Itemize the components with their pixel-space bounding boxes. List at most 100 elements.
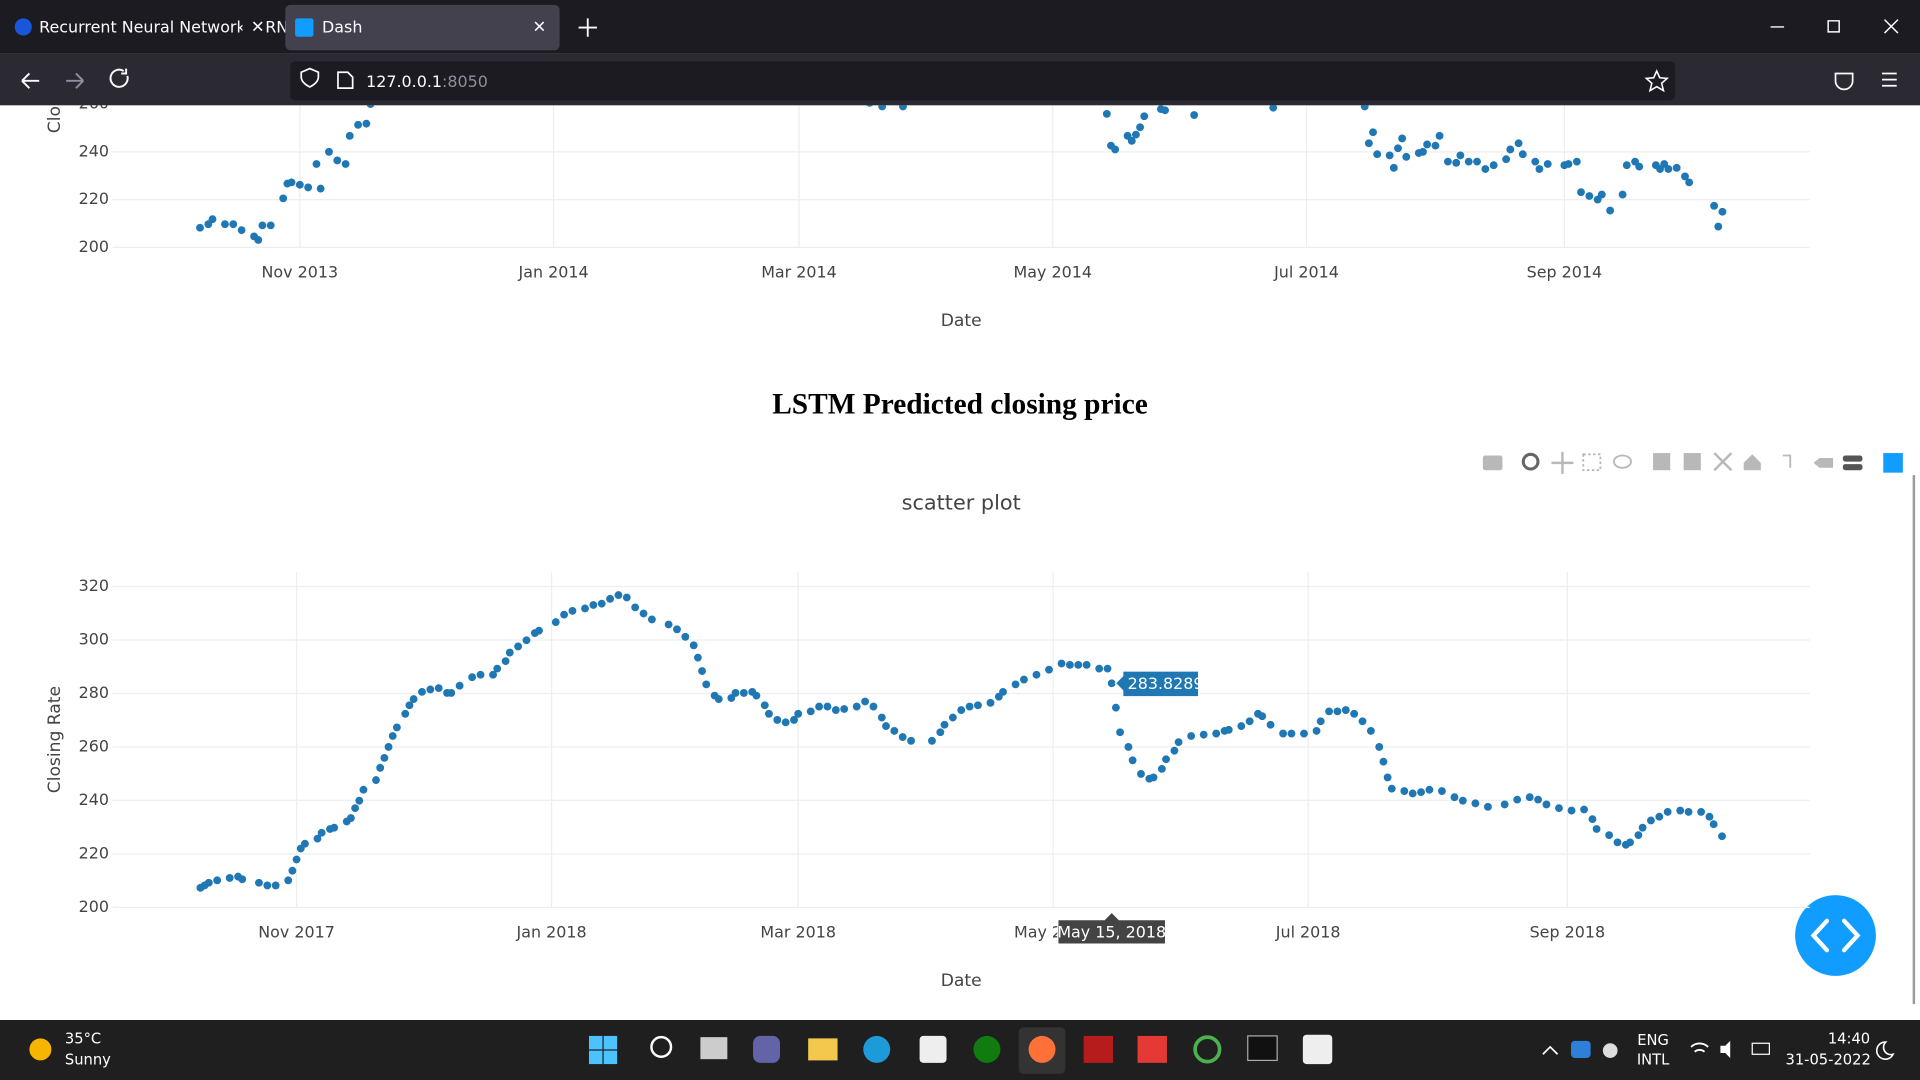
- data-point: [301, 839, 309, 848]
- xbox-app[interactable]: [973, 1035, 1001, 1063]
- firefox-app[interactable]: [1028, 1035, 1056, 1063]
- app-icon[interactable]: [1193, 1035, 1222, 1064]
- data-point: [333, 156, 342, 165]
- data-point: [1681, 172, 1689, 181]
- volume-icon[interactable]: [1720, 1040, 1731, 1058]
- data-point: [288, 866, 297, 875]
- menu-button[interactable]: [1882, 72, 1897, 87]
- weather-icon[interactable]: [29, 1038, 52, 1061]
- battery-icon[interactable]: [1751, 1042, 1770, 1055]
- hover-compare-icon[interactable]: [1842, 464, 1863, 471]
- reset-icon[interactable]: [1743, 454, 1761, 471]
- clock-date[interactable]: 31-05-2022: [1785, 1051, 1870, 1068]
- terminal-app[interactable]: [1247, 1035, 1278, 1062]
- data-point: [948, 713, 957, 722]
- data-point: [1502, 155, 1511, 164]
- search-button[interactable]: [650, 1035, 673, 1058]
- data-point: [1535, 165, 1544, 173]
- forward-button[interactable]: [66, 72, 84, 89]
- start-button[interactable]: [588, 1050, 603, 1065]
- data-point: [330, 823, 339, 832]
- chat-app[interactable]: [753, 1035, 780, 1063]
- keyboard-layout[interactable]: INTL: [1637, 1051, 1670, 1068]
- data-point: [689, 641, 698, 650]
- url-bar[interactable]: [290, 61, 1676, 101]
- data-point: [1464, 157, 1473, 166]
- y-tick-label: 200: [79, 237, 109, 256]
- data-point: [401, 709, 410, 718]
- language[interactable]: ENG: [1637, 1032, 1669, 1049]
- data-point: [1718, 832, 1726, 841]
- data-point: [731, 689, 740, 697]
- data-point: [1481, 165, 1490, 173]
- page-icon[interactable]: [337, 71, 354, 90]
- pan-icon[interactable]: [1551, 451, 1574, 474]
- wps-app[interactable]: [1137, 1035, 1167, 1063]
- camera-icon[interactable]: [1482, 455, 1503, 471]
- zoom-in-icon[interactable]: [1653, 453, 1671, 471]
- focus-icon[interactable]: [1875, 1041, 1895, 1060]
- active-tab[interactable]: [285, 4, 560, 51]
- page-content: LSTM Predicted closing price Nov 2013 Jan…: [45, 105, 1916, 1005]
- data-point: [1111, 703, 1120, 712]
- bookmark-star[interactable]: [1644, 69, 1670, 93]
- data-point: [221, 220, 229, 229]
- data-point: [388, 732, 397, 740]
- debug-button[interactable]: [1795, 895, 1876, 976]
- spike-icon[interactable]: [1782, 454, 1792, 468]
- data-point: [434, 684, 443, 693]
- window-controls[interactable]: [1770, 19, 1899, 34]
- zoom-out-icon[interactable]: [1683, 453, 1701, 471]
- lasso-icon[interactable]: [1612, 454, 1632, 469]
- dash-debug-button[interactable]: [1795, 895, 1876, 976]
- autoscale-icon[interactable]: [1713, 452, 1733, 472]
- tab-favicon: [295, 18, 314, 37]
- tray-icon[interactable]: [1602, 1043, 1618, 1058]
- reload-button[interactable]: [109, 68, 129, 88]
- data-point: [317, 828, 326, 837]
- data-point: [1506, 145, 1515, 154]
- pocket-icon[interactable]: [1834, 72, 1854, 91]
- app-icon[interactable]: [1302, 1034, 1333, 1065]
- data-point: [1287, 729, 1296, 738]
- data-point: [1389, 163, 1398, 172]
- tab-close[interactable]: [534, 21, 545, 32]
- data-point: [790, 716, 798, 724]
- start-button[interactable]: [603, 1050, 618, 1065]
- data-point: [1655, 812, 1664, 821]
- back-button[interactable]: [21, 72, 40, 89]
- scrollbar[interactable]: [1912, 475, 1916, 1005]
- start-button[interactable]: [588, 1035, 603, 1050]
- store-app[interactable]: [919, 1035, 947, 1063]
- plotly-logo[interactable]: [1883, 453, 1903, 473]
- new-tab[interactable]: [578, 18, 597, 37]
- data-point: [681, 632, 690, 641]
- data-point: [773, 716, 782, 724]
- shield-icon[interactable]: [300, 67, 320, 88]
- box-select-icon[interactable]: [1582, 453, 1602, 472]
- tray-overflow[interactable]: [1542, 1045, 1559, 1055]
- weather-temperature[interactable]: 35°C: [65, 1031, 101, 1048]
- hover-closest-icon[interactable]: [1813, 457, 1834, 468]
- hover-compare-icon[interactable]: [1842, 455, 1863, 462]
- tab-title[interactable]: Recurrent Neural Networks (RNN: [39, 18, 300, 37]
- zoom-icon[interactable]: [1521, 452, 1540, 471]
- data-point: [1606, 206, 1615, 215]
- edge-app[interactable]: [863, 1035, 891, 1063]
- chart-title: scatter plot: [902, 490, 1021, 514]
- data-point: [1664, 165, 1673, 173]
- clock-time[interactable]: 14:40: [1828, 1031, 1870, 1048]
- tab-title[interactable]: Dash: [322, 18, 362, 37]
- url-text[interactable]: 127.0.0.1:8050: [366, 72, 488, 91]
- data-point: [1400, 787, 1409, 795]
- data-point: [1514, 139, 1523, 148]
- start-button[interactable]: [603, 1035, 618, 1050]
- data-point: [1592, 825, 1601, 833]
- weather-condition[interactable]: Sunny: [65, 1051, 111, 1068]
- tab-close[interactable]: [252, 21, 263, 32]
- app-icon[interactable]: [1083, 1035, 1114, 1063]
- explorer-app[interactable]: [808, 1038, 838, 1061]
- wifi-icon[interactable]: [1690, 1042, 1709, 1053]
- task-view[interactable]: [700, 1037, 728, 1060]
- tray-icon[interactable]: [1571, 1040, 1591, 1058]
